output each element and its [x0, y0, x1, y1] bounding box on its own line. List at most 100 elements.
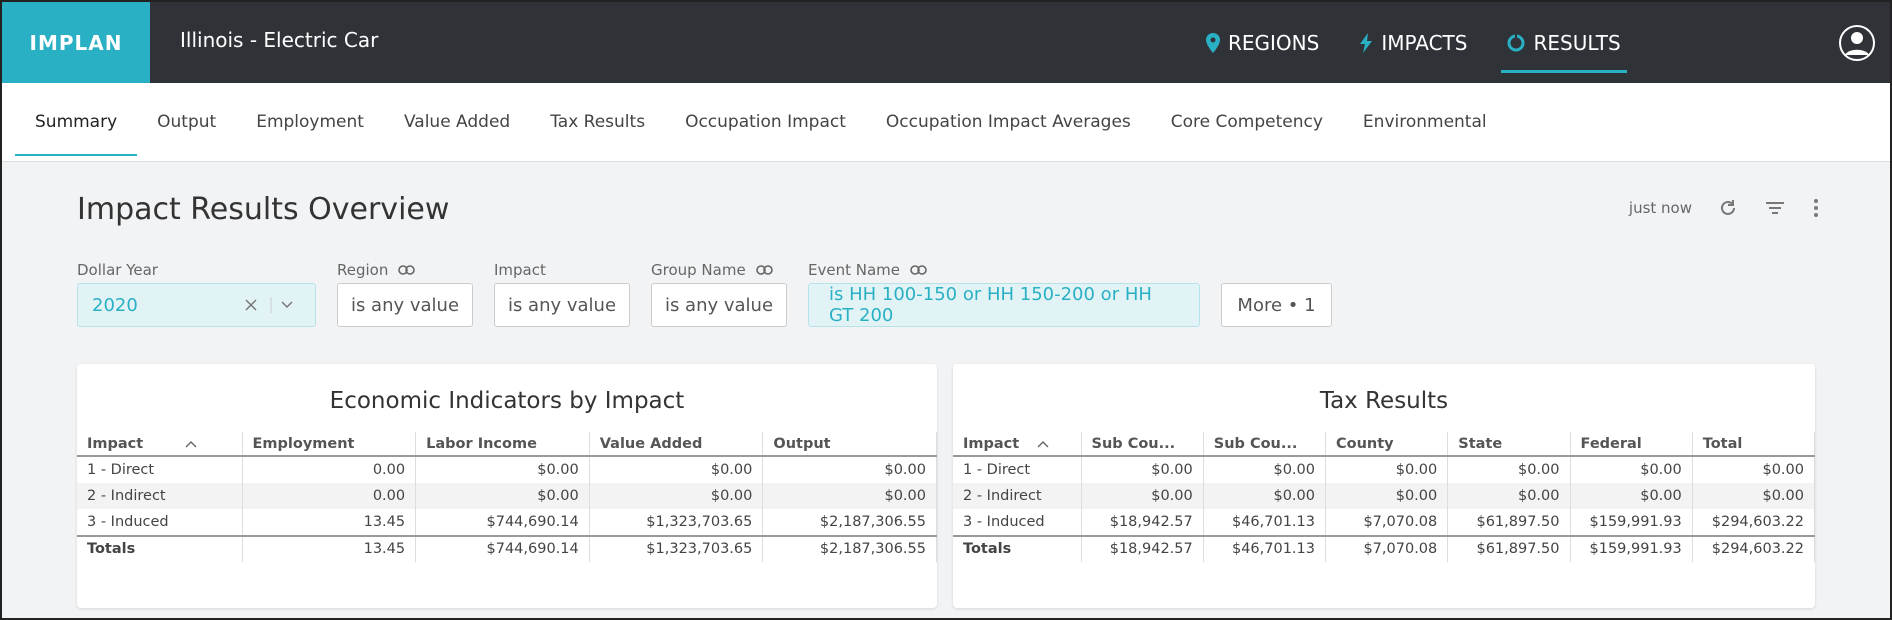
table-cell: $46,701.13 — [1203, 534, 1327, 562]
table-cell: $744,690.14 — [415, 534, 590, 562]
header-row: Impact Employment Labor Income Value Added O… — [77, 432, 937, 457]
table-cell: $294,603.22 — [1692, 534, 1816, 562]
table-cell: Totals — [77, 534, 243, 562]
table-cell: 3 - Induced — [77, 509, 243, 536]
tab-bar: Summary Output Employment Value Added Tax Re… — [2, 83, 1890, 162]
filter-value-text: is any value — [507, 294, 617, 316]
column-header[interactable]: Sub Cou... — [1203, 432, 1327, 457]
nav-item[interactable]: IMPACTS — [1353, 2, 1473, 83]
card: Economic Indicators by Impact Impact Emplo… — [77, 364, 937, 608]
more-filters[interactable]: More • 1 — [1221, 283, 1332, 327]
link-icon — [910, 265, 927, 275]
top-bar: IMPLAN Illinois - Electric Car REGIONS IM… — [2, 2, 1890, 83]
menu-icon[interactable] — [1812, 198, 1820, 218]
tab[interactable]: Output — [157, 112, 217, 132]
tab[interactable]: Tax Results — [550, 112, 646, 132]
tab[interactable]: Occupation Impact — [685, 112, 846, 132]
column-header[interactable]: County — [1325, 432, 1449, 457]
filter-label: Event Name — [808, 257, 1200, 283]
table-cell: $18,942.57 — [1081, 509, 1204, 536]
data-table: Impact Sub Cou... Sub Cou... County State Fed… — [953, 432, 1816, 562]
nav-item[interactable]: RESULTS — [1501, 2, 1627, 83]
tab[interactable]: Value Added — [403, 112, 511, 132]
column-header-text: County — [1336, 435, 1394, 452]
table-row: Totals $18,942.57 $46,701.13 $7,070.08 $61,8… — [953, 534, 1816, 562]
toolbar: just now — [1629, 198, 1820, 218]
tab[interactable]: Employment — [256, 112, 364, 132]
table-cell: $0.00 — [762, 482, 937, 509]
filter-icon[interactable] — [1764, 198, 1786, 218]
filter-label-text: Region — [337, 261, 389, 279]
table-cell: 13.45 — [242, 509, 417, 536]
filter-value[interactable]: is HH 100-150 or HH 150-200 or HH GT 200 — [808, 283, 1200, 327]
tab[interactable]: Occupation Impact Averages — [885, 112, 1131, 132]
column-header-text: Impact — [963, 435, 1020, 452]
table-cell: 0.00 — [242, 456, 417, 483]
table-cell: $61,897.50 — [1447, 509, 1571, 536]
table-cell: $0.00 — [762, 456, 937, 483]
logo[interactable]: IMPLAN — [2, 2, 150, 83]
tab[interactable]: Summary — [15, 83, 138, 161]
table-cell: $0.00 — [1692, 482, 1816, 509]
table-cell: $7,070.08 — [1325, 509, 1449, 536]
table-cell: $61,897.50 — [1447, 534, 1571, 562]
tab[interactable]: Core Competency — [1170, 112, 1323, 132]
table-row: 2 - Indirect $0.00 $0.00 $0.00 $0.00 $0.00 $0.… — [953, 482, 1816, 509]
filter-value[interactable]: is any value — [337, 283, 473, 327]
column-header[interactable]: Value Added — [589, 432, 764, 457]
column-header-text: Impact — [87, 435, 144, 452]
link-icon — [755, 265, 773, 275]
column-header-text: State — [1458, 435, 1503, 452]
filters: Dollar Year 2020 Region is any value Impact i… — [77, 257, 1332, 327]
table-cell: $0.00 — [1570, 456, 1693, 483]
results-icon — [1507, 33, 1525, 51]
column-header[interactable]: Sub Cou... — [1081, 432, 1204, 457]
link-icon — [398, 265, 416, 275]
table-cell: 1 - Direct — [953, 456, 1082, 483]
column-header[interactable]: Output — [762, 432, 937, 457]
nav-label: REGIONS — [1228, 30, 1320, 55]
column-header[interactable]: Labor Income — [415, 432, 590, 457]
card: Tax Results Impact Sub Cou... Sub Cou... Cou… — [953, 364, 1816, 608]
table-cell: $0.00 — [1081, 456, 1204, 483]
nav-label: RESULTS — [1533, 30, 1621, 55]
column-header[interactable]: Impact — [953, 432, 1082, 457]
table-cell: $0.00 — [1447, 456, 1571, 483]
card-title: Economic Indicators by Impact — [329, 388, 685, 414]
filter-label-text: Dollar Year — [77, 261, 158, 279]
column-header-text: Sub Cou... — [1213, 435, 1298, 452]
filter-label: Group Name — [651, 257, 787, 283]
filter-label-text: Group Name — [651, 261, 746, 279]
table-wrap: Impact Employment Labor Income Value Added O… — [77, 432, 937, 562]
page-title: Impact Results Overview — [77, 192, 450, 227]
column-header[interactable]: Total — [1692, 432, 1816, 457]
refresh-icon[interactable] — [1718, 198, 1738, 218]
column-header[interactable]: Employment — [242, 432, 417, 457]
table-cell: $0.00 — [1203, 456, 1327, 483]
filter-label-text: Event Name — [808, 261, 900, 279]
table-cell: 13.45 — [242, 534, 417, 562]
column-header[interactable]: Federal — [1570, 432, 1693, 457]
column-header[interactable]: State — [1447, 432, 1571, 457]
table-cell: $0.00 — [1325, 456, 1449, 483]
filter-value[interactable]: is any value — [494, 283, 630, 327]
clear-dropdown[interactable] — [241, 295, 301, 315]
updated-time: just now — [1628, 199, 1692, 217]
sort-icon[interactable] — [185, 440, 197, 448]
table-cell: $18,942.57 — [1081, 534, 1204, 562]
column-header[interactable]: Impact — [77, 432, 243, 457]
filter-label: Dollar Year — [77, 257, 316, 283]
table-cell: 3 - Induced — [953, 509, 1082, 536]
impacts-icon — [1360, 32, 1373, 53]
table-wrap: Impact Sub Cou... Sub Cou... County State Fed… — [953, 432, 1816, 562]
table-row: 3 - Induced 13.45 $744,690.14 $1,323,703.65… — [77, 509, 937, 536]
sort-icon[interactable] — [1037, 440, 1049, 448]
tab[interactable]: Environmental — [1362, 112, 1487, 132]
table-cell: $2,187,306.55 — [762, 509, 937, 536]
data-table: Impact Employment Labor Income Value Added O… — [77, 432, 937, 562]
nav-item[interactable]: REGIONS — [1200, 2, 1325, 83]
filter-value[interactable]: is any value — [651, 283, 787, 327]
filter-value[interactable]: 2020 — [77, 283, 316, 327]
user-icon[interactable] — [1838, 24, 1876, 62]
